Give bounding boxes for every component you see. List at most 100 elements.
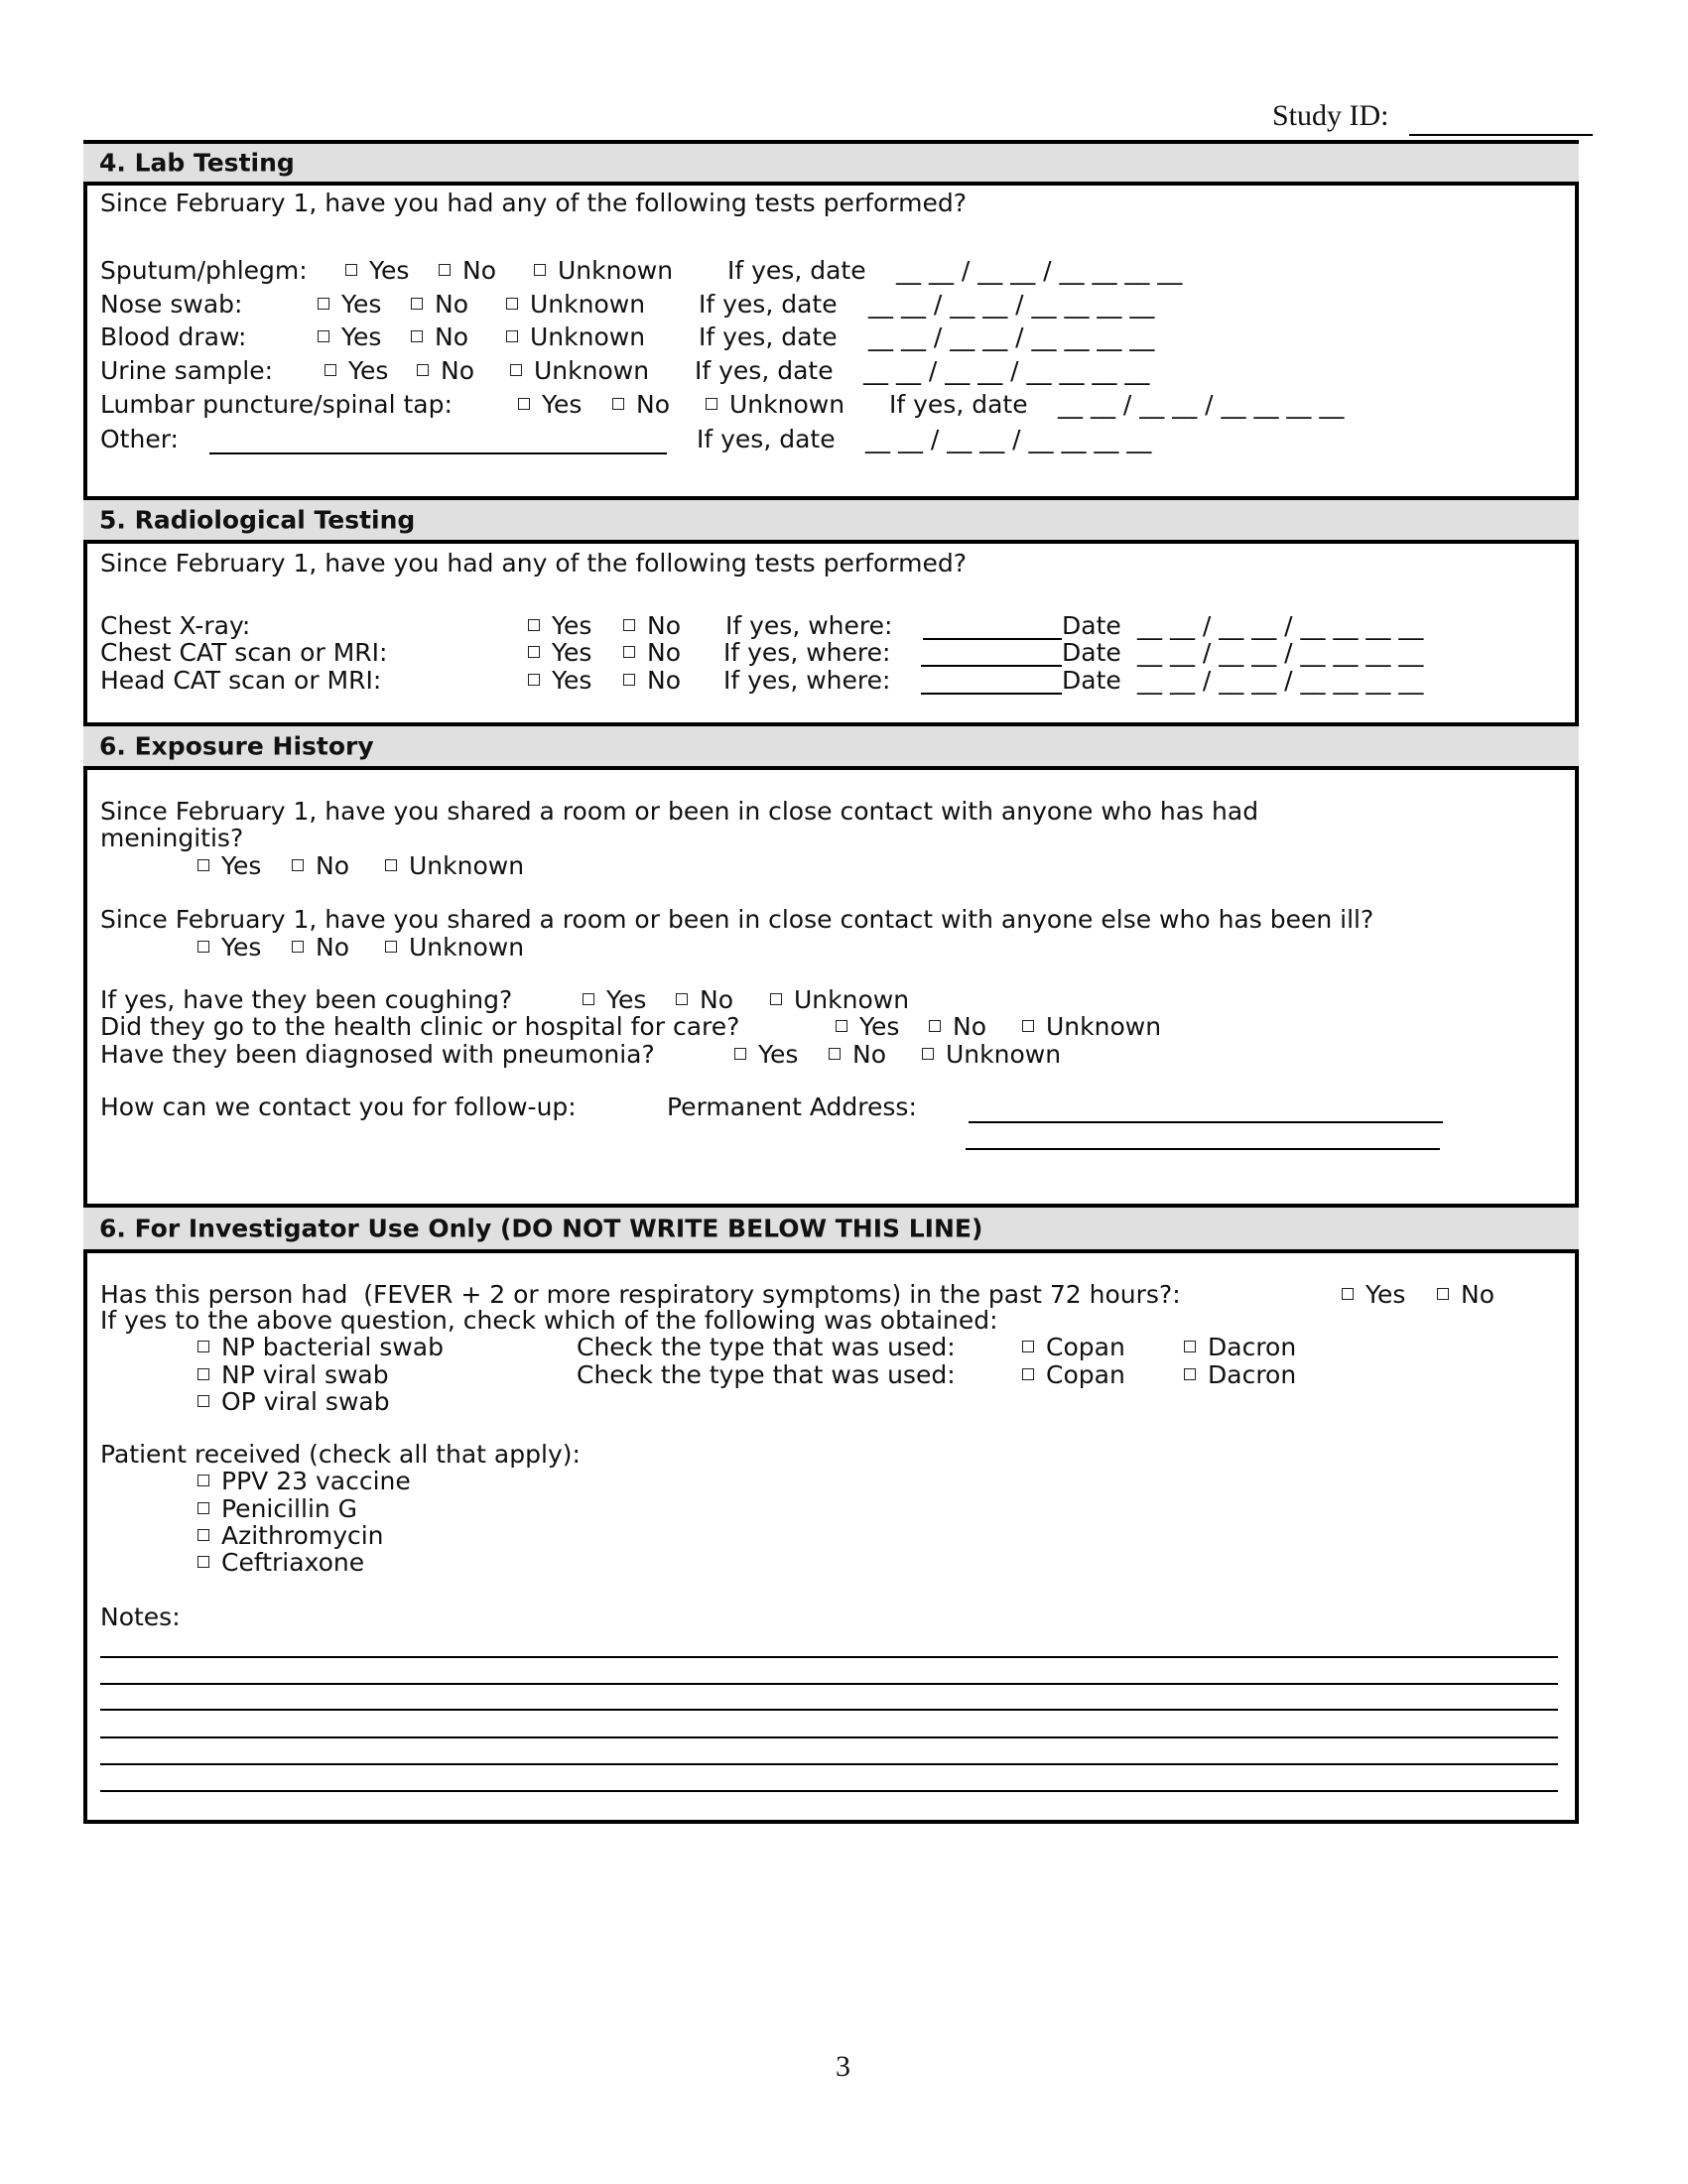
checkbox-icon — [292, 941, 304, 953]
row-label: Other: — [100, 425, 179, 453]
penicillin-checkbox[interactable]: Penicillin G — [197, 1494, 357, 1524]
date-field[interactable]: __ __ / __ __ / __ __ __ __ — [865, 425, 1152, 453]
ill-contact-yes-checkbox[interactable]: Yes — [197, 933, 261, 963]
yes-checkbox[interactable]: Yes — [318, 322, 381, 352]
no-checkbox[interactable]: No — [411, 322, 468, 352]
option-label: Yes — [1365, 1280, 1406, 1309]
coughing-yes-checkbox[interactable]: Yes — [583, 985, 646, 1015]
np-bacterial-swab-checkbox[interactable]: NP bacterial swab — [197, 1333, 444, 1362]
unknown-checkbox[interactable]: Unknown — [534, 256, 673, 286]
where-field[interactable] — [923, 638, 1062, 640]
clinic-no-checkbox[interactable]: No — [929, 1012, 986, 1042]
checkbox-icon — [829, 1048, 841, 1060]
other-test-field[interactable] — [209, 452, 667, 454]
ill-contact-no-checkbox[interactable]: No — [292, 933, 349, 963]
where-field[interactable] — [921, 693, 1062, 695]
notes-line[interactable] — [100, 1763, 1558, 1765]
date-field[interactable]: __ __ / __ __ / __ __ __ __ — [896, 256, 1183, 285]
address-line-2[interactable] — [966, 1148, 1440, 1150]
checkbox-icon — [1184, 1368, 1196, 1380]
option-label: Yes — [341, 322, 382, 351]
date-field[interactable]: __ __ / __ __ / __ __ __ __ — [1137, 666, 1424, 695]
no-checkbox[interactable]: No — [623, 638, 681, 668]
date-field[interactable]: __ __ / __ __ / __ __ __ __ — [868, 322, 1155, 351]
no-checkbox[interactable]: No — [623, 666, 681, 696]
obtained-question: If yes to the above question, check whic… — [100, 1306, 998, 1335]
checkbox-icon — [510, 364, 522, 376]
fever-yes-checkbox[interactable]: Yes — [1342, 1280, 1405, 1310]
checkbox-icon — [197, 859, 209, 871]
option-label: No — [435, 322, 468, 351]
checkbox-icon — [623, 619, 635, 631]
date-field[interactable]: __ __ / __ __ / __ __ __ __ — [1137, 611, 1424, 640]
unknown-checkbox[interactable]: Unknown — [706, 390, 844, 420]
pneumonia-unknown-checkbox[interactable]: Unknown — [922, 1040, 1061, 1070]
row-label: Lumbar puncture/spinal tap: — [100, 390, 453, 419]
ill-contact-unknown-checkbox[interactable]: Unknown — [385, 933, 524, 963]
no-checkbox[interactable]: No — [623, 611, 681, 641]
coughing-no-checkbox[interactable]: No — [676, 985, 733, 1015]
exposure-question-ill-contact: Since February 1, have you shared a room… — [100, 905, 1374, 934]
no-checkbox[interactable]: No — [612, 390, 670, 420]
ppv23-checkbox[interactable]: PPV 23 vaccine — [197, 1467, 411, 1496]
yes-checkbox[interactable]: Yes — [528, 666, 591, 696]
ceftriaxone-checkbox[interactable]: Ceftriaxone — [197, 1548, 364, 1578]
np-viral-swab-checkbox[interactable]: NP viral swab — [197, 1360, 389, 1390]
azithromycin-checkbox[interactable]: Azithromycin — [197, 1521, 384, 1551]
yes-checkbox[interactable]: Yes — [325, 356, 388, 386]
notes-line[interactable] — [100, 1709, 1558, 1711]
unknown-checkbox[interactable]: Unknown — [506, 322, 645, 352]
unknown-checkbox[interactable]: Unknown — [506, 290, 645, 320]
lab-question: Since February 1, have you had any of th… — [100, 189, 967, 217]
row-label: Head CAT scan or MRI: — [100, 666, 382, 695]
bacterial-dacron-checkbox[interactable]: Dacron — [1184, 1333, 1296, 1362]
notes-line[interactable] — [100, 1683, 1558, 1685]
yes-checkbox[interactable]: Yes — [318, 290, 381, 320]
viral-dacron-checkbox[interactable]: Dacron — [1184, 1360, 1296, 1390]
clinic-yes-checkbox[interactable]: Yes — [836, 1012, 899, 1042]
option-label: Unknown — [794, 985, 910, 1014]
meningitis-no-checkbox[interactable]: No — [292, 851, 349, 881]
address-line-1[interactable] — [969, 1121, 1443, 1123]
yes-checkbox[interactable]: Yes — [528, 611, 591, 641]
no-checkbox[interactable]: No — [411, 290, 468, 320]
checkbox-icon — [734, 1048, 746, 1060]
option-label: Unknown — [409, 933, 525, 962]
date-field[interactable]: __ __ / __ __ / __ __ __ __ — [1137, 638, 1424, 667]
date-field[interactable]: __ __ / __ __ / __ __ __ __ — [1058, 390, 1345, 419]
clinic-unknown-checkbox[interactable]: Unknown — [1022, 1012, 1161, 1042]
notes-line[interactable] — [100, 1656, 1558, 1658]
date-field[interactable]: __ __ / __ __ / __ __ __ __ — [863, 356, 1150, 385]
date-field[interactable]: __ __ / __ __ / __ __ __ __ — [868, 290, 1155, 319]
viral-copan-checkbox[interactable]: Copan — [1022, 1360, 1125, 1390]
checkbox-icon — [385, 859, 397, 871]
bacterial-copan-checkbox[interactable]: Copan — [1022, 1333, 1125, 1362]
notes-line[interactable] — [100, 1790, 1558, 1792]
option-label: Yes — [348, 356, 389, 385]
op-viral-swab-checkbox[interactable]: OP viral swab — [197, 1387, 390, 1417]
where-field[interactable] — [921, 665, 1062, 667]
yes-checkbox[interactable]: Yes — [518, 390, 582, 420]
option-label: No — [953, 1012, 986, 1041]
meningitis-unknown-checkbox[interactable]: Unknown — [385, 851, 524, 881]
notes-line[interactable] — [100, 1736, 1558, 1738]
fever-no-checkbox[interactable]: No — [1437, 1280, 1494, 1310]
yes-checkbox[interactable]: Yes — [528, 638, 591, 668]
checkbox-icon — [676, 993, 688, 1005]
no-checkbox[interactable]: No — [417, 356, 474, 386]
option-label: Azithromycin — [221, 1521, 384, 1550]
checkbox-icon — [197, 1395, 209, 1407]
checkbox-icon — [197, 941, 209, 953]
unknown-checkbox[interactable]: Unknown — [510, 356, 649, 386]
option-label: OP viral swab — [221, 1387, 390, 1416]
pneumonia-yes-checkbox[interactable]: Yes — [734, 1040, 798, 1070]
meningitis-yes-checkbox[interactable]: Yes — [197, 851, 261, 881]
checkbox-icon — [197, 1475, 209, 1486]
pneumonia-no-checkbox[interactable]: No — [829, 1040, 886, 1070]
coughing-unknown-checkbox[interactable]: Unknown — [770, 985, 909, 1015]
no-checkbox[interactable]: No — [439, 256, 496, 286]
yes-checkbox[interactable]: Yes — [345, 256, 409, 286]
if-yes-where-label: If yes, where: — [723, 638, 891, 667]
study-id-field[interactable] — [1409, 134, 1593, 136]
checkbox-icon — [411, 298, 423, 310]
